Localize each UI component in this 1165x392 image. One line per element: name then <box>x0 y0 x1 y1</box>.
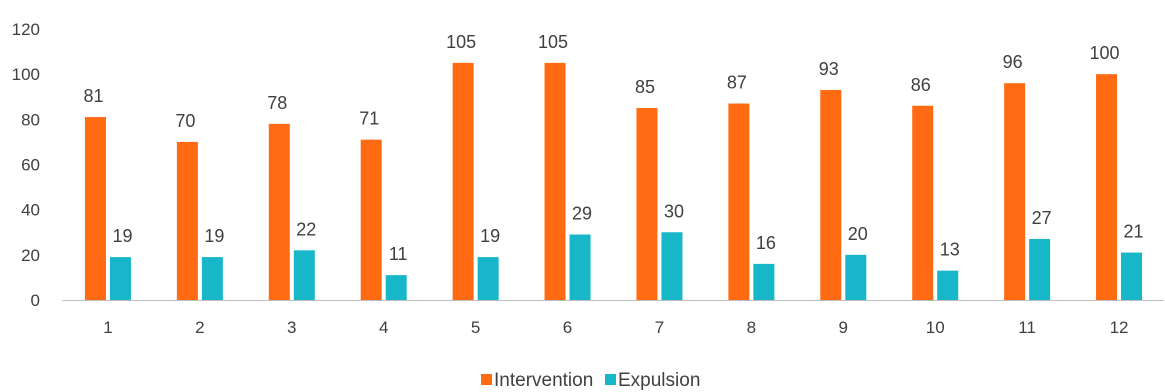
x-tick-label: 4 <box>379 318 388 337</box>
x-tick-label: 2 <box>195 318 204 337</box>
bar-intervention-11 <box>1004 83 1026 300</box>
data-label-intervention: 87 <box>727 73 747 93</box>
data-labels: 81 19 70 19 78 22 71 11 105 19 105 29 85 30 87 16 93 20 86… <box>83 32 1143 264</box>
data-label-intervention: 105 <box>538 32 568 52</box>
bar-intervention-10 <box>912 105 934 301</box>
data-label-expulsion: 19 <box>204 226 224 246</box>
data-label-intervention: 85 <box>635 77 655 97</box>
bar-intervention-3 <box>268 123 290 300</box>
bar-intervention-12 <box>1096 74 1118 301</box>
y-tick-label: 100 <box>12 65 40 84</box>
data-label-intervention: 70 <box>175 111 195 131</box>
x-tick-label: 5 <box>471 318 480 337</box>
x-tick-label: 8 <box>747 318 756 337</box>
bar-expulsion-6 <box>569 234 591 300</box>
legend: Intervention Expulsion <box>481 370 700 391</box>
bar-expulsion-4 <box>385 275 407 300</box>
bar-expulsion-2 <box>201 257 223 300</box>
data-label-expulsion: 11 <box>389 244 408 264</box>
bar-intervention-8 <box>728 103 750 301</box>
bar-expulsion-5 <box>477 257 499 300</box>
bar-expulsion-8 <box>753 263 775 300</box>
data-label-expulsion: 16 <box>756 233 776 253</box>
data-label-intervention: 78 <box>267 93 287 113</box>
data-label-expulsion: 19 <box>480 226 500 246</box>
x-tick-label: 11 <box>1018 318 1036 337</box>
x-tick-label: 6 <box>563 318 572 337</box>
data-label-intervention: 71 <box>359 109 379 129</box>
data-label-intervention: 86 <box>911 75 931 95</box>
bar-intervention-4 <box>360 139 382 300</box>
y-tick-label: 80 <box>21 110 40 129</box>
x-axis: 1 2 3 4 5 6 7 8 9 10 11 12 <box>62 300 1164 337</box>
y-tick-label: 0 <box>31 291 40 310</box>
x-tick-label: 10 <box>926 318 945 337</box>
y-tick-label: 40 <box>21 201 40 220</box>
bar-expulsion-7 <box>661 232 683 300</box>
legend-swatch-expulsion <box>605 374 616 385</box>
legend-swatch-intervention <box>481 374 492 385</box>
bar-intervention-6 <box>544 62 566 300</box>
data-label-expulsion: 27 <box>1032 208 1052 228</box>
bar-expulsion-10 <box>937 270 959 300</box>
x-tick-label: 9 <box>839 318 848 337</box>
x-tick-label: 1 <box>103 318 112 337</box>
y-tick-label: 20 <box>21 246 40 265</box>
data-label-intervention: 93 <box>819 59 839 79</box>
y-axis: 0 20 40 60 80 100 120 <box>12 20 40 310</box>
data-label-intervention: 81 <box>83 86 103 106</box>
bar-expulsion-3 <box>293 250 315 300</box>
data-label-expulsion: 13 <box>940 240 960 260</box>
bar-expulsion-1 <box>109 257 131 300</box>
x-tick-label: 7 <box>655 318 664 337</box>
bar-intervention-1 <box>84 117 106 300</box>
data-label-expulsion: 20 <box>848 224 868 244</box>
y-tick-label: 120 <box>12 20 40 39</box>
y-tick-label: 60 <box>21 156 40 175</box>
data-label-intervention: 105 <box>446 32 476 52</box>
x-tick-label: 3 <box>287 318 296 337</box>
bar-expulsion-12 <box>1121 252 1143 300</box>
data-label-intervention: 96 <box>1003 52 1023 72</box>
bars <box>84 62 1143 301</box>
data-label-intervention: 100 <box>1090 43 1120 63</box>
legend-label-expulsion: Expulsion <box>618 370 700 391</box>
data-label-expulsion: 29 <box>572 204 592 224</box>
x-tick-label: 12 <box>1110 318 1129 337</box>
bar-expulsion-9 <box>845 254 867 300</box>
bar-intervention-9 <box>820 89 842 300</box>
data-label-expulsion: 21 <box>1124 222 1144 242</box>
data-label-expulsion: 22 <box>296 219 316 239</box>
bar-intervention-2 <box>176 141 198 300</box>
legend-label-intervention: Intervention <box>494 370 593 391</box>
data-label-expulsion: 19 <box>112 226 132 246</box>
data-label-expulsion: 30 <box>664 201 684 221</box>
bar-expulsion-11 <box>1029 239 1051 300</box>
bar-intervention-5 <box>452 62 474 300</box>
bar-intervention-7 <box>636 108 658 301</box>
